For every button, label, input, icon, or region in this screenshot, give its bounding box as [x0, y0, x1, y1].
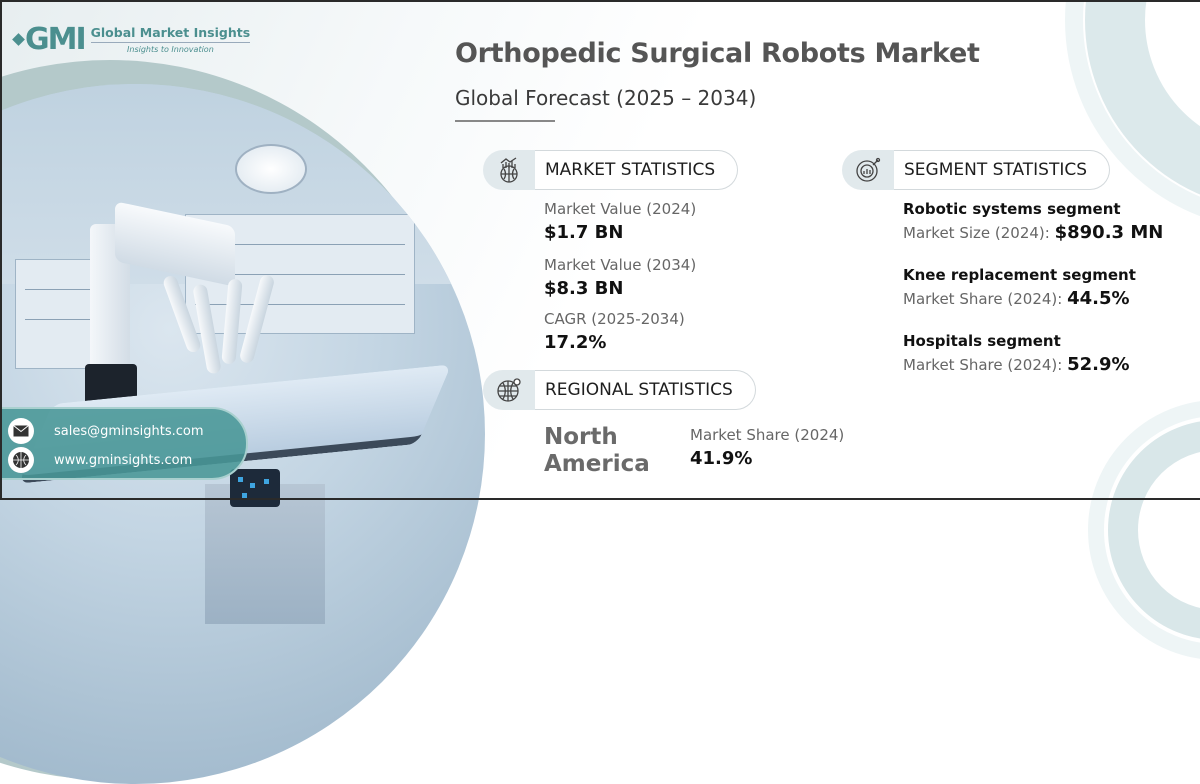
segment-metric: Market Size (2024): $890.3 MN	[903, 222, 1164, 243]
mail-icon	[8, 418, 34, 444]
market-value-2034: $8.3 BN	[544, 278, 624, 299]
regional-statistics-header: REGIONAL STATISTICS	[483, 370, 756, 410]
segment-name: Hospitals segment	[903, 332, 1061, 350]
section-heading: REGIONAL STATISTICS	[535, 370, 756, 410]
website-link[interactable]: www.gminsights.com	[8, 447, 192, 473]
market-statistics-header: MARKET STATISTICS	[483, 150, 739, 190]
page-subtitle: Global Forecast (2025 – 2034)	[455, 86, 757, 110]
segment-metric: Market Share (2024): 44.5%	[903, 288, 1130, 309]
title-divider	[455, 120, 555, 122]
contact-panel: sales@gminsights.com www.gminsights.com	[0, 407, 248, 480]
globe-pin-icon	[483, 370, 535, 410]
email-link[interactable]: sales@gminsights.com	[8, 418, 204, 444]
target-chart-icon	[842, 150, 894, 190]
region-name: North America	[544, 424, 650, 477]
market-value-2034-label: Market Value (2034)	[544, 256, 697, 274]
brand-name: Global Market Insights	[90, 25, 251, 43]
market-value-2024-label: Market Value (2024)	[544, 200, 697, 218]
page-title: Orthopedic Surgical Robots Market	[455, 38, 980, 69]
globe-icon	[8, 447, 34, 473]
logo-mark: GMI	[12, 22, 87, 57]
section-heading: MARKET STATISTICS	[535, 150, 739, 190]
region-share-value: 41.9%	[690, 448, 753, 469]
segment-name: Robotic systems segment	[903, 200, 1121, 218]
segment-metric: Market Share (2024): 52.9%	[903, 354, 1130, 375]
section-heading: SEGMENT STATISTICS	[894, 150, 1111, 190]
segment-statistics-header: SEGMENT STATISTICS	[842, 150, 1111, 190]
segment-name: Knee replacement segment	[903, 266, 1136, 284]
chart-globe-icon	[483, 150, 535, 190]
region-share-label: Market Share (2024)	[690, 426, 845, 444]
cagr-value: 17.2%	[544, 332, 607, 353]
cagr-label: CAGR (2025-2034)	[544, 310, 685, 328]
brand-tagline: Insights to Innovation	[127, 45, 214, 54]
market-value-2024: $1.7 BN	[544, 222, 624, 243]
gmi-logo[interactable]: GMI Global Market Insights Insights to I…	[12, 22, 251, 57]
diamond-icon	[12, 33, 25, 46]
